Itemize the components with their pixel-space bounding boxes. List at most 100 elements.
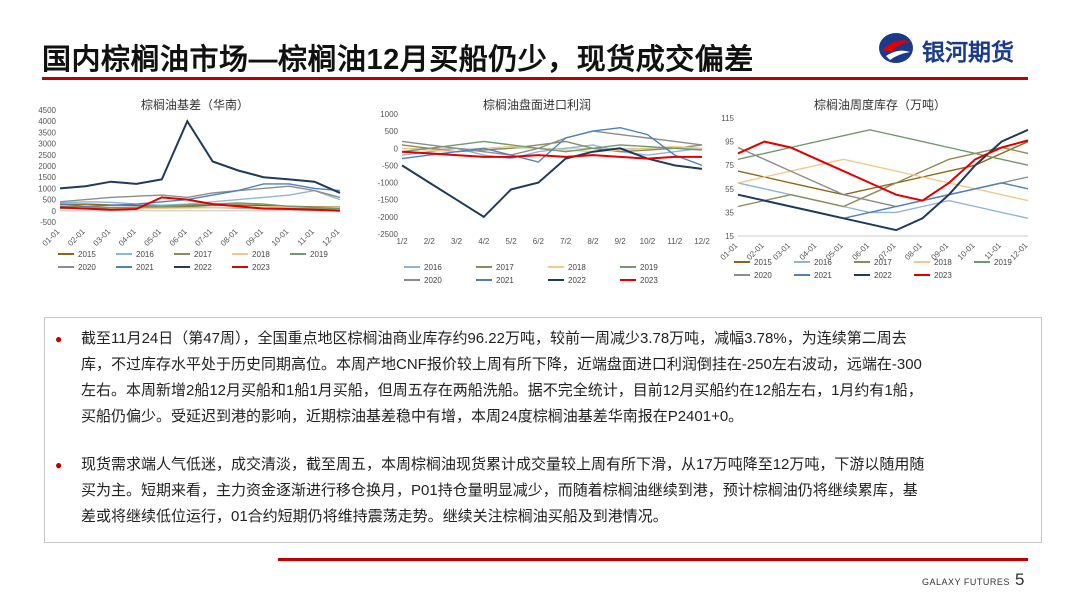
legend-label: 2023 — [252, 263, 270, 272]
para-1-line: 库，不过库存水平处于历史同期高位。本周产地CNF报价较上周有所下降，近端盘面进口… — [81, 356, 922, 373]
legend-label: 2021 — [814, 271, 832, 280]
legend-label: 2022 — [194, 263, 212, 272]
legend-label: 2020 — [424, 276, 442, 285]
x-tick-label: 04-01 — [117, 227, 138, 248]
para-1-line: 左右。本周新增2船12月买船和1船1月买船，但周五存在两船洗船。据不完全统计，目… — [81, 382, 923, 399]
x-tick-label: 01-01 — [719, 241, 740, 262]
chart-3-title: 棕榈油周度库存（万吨） — [813, 98, 946, 112]
x-tick-label: 12/2 — [694, 237, 710, 246]
x-tick-label: 11/2 — [667, 237, 683, 246]
y-tick-label: 55 — [725, 185, 734, 194]
y-tick-label: -500 — [382, 161, 399, 170]
y-tick-label: 2000 — [38, 162, 56, 171]
x-tick-label: 2/2 — [424, 237, 436, 246]
para-1-line: 买船仍偏少。受延迟到港的影响，近期棕油基差稳中有增，本周24度棕榈油基差华南报在… — [81, 408, 744, 425]
x-tick-label: 3/2 — [451, 237, 463, 246]
y-tick-label: 3500 — [38, 128, 56, 137]
series-line-2019 — [59, 202, 341, 210]
x-tick-label: 5/2 — [506, 237, 518, 246]
y-tick-label: 115 — [721, 114, 734, 123]
legend-label: 2015 — [78, 250, 96, 259]
para-2-line: 差或将继续低位运行，01合约短期仍将维持震荡走势。继续关注棕榈油买船及到港情况。 — [81, 508, 668, 525]
x-tick-label: 08-01 — [903, 241, 924, 262]
y-tick-label: 500 — [43, 196, 57, 205]
legend-label: 2021 — [496, 276, 514, 285]
series-line-2020 — [59, 185, 341, 203]
legend-label: 2023 — [934, 271, 952, 280]
x-tick-label: 10-01 — [270, 227, 291, 248]
x-tick-label: 7/2 — [560, 237, 572, 246]
paragraph-1: 截至11月24日（第47周），全国重点地区棕榈油商业库存约96.22万吨，较前一… — [81, 326, 1031, 430]
x-tick-label: 11-01 — [296, 227, 317, 248]
series-line-2023 — [737, 139, 1029, 202]
chart-basis-south-china: 4500 4000 3500 3000 2500 2000 1500 1000 500 0 -500… — [38, 106, 342, 272]
legend-label: 2019 — [994, 258, 1012, 267]
legend-label: 2018 — [252, 250, 270, 259]
legend-label: 2021 — [136, 263, 154, 272]
x-tick-label: 08-01 — [219, 227, 240, 248]
x-tick-label: 09-01 — [244, 227, 265, 248]
x-tick-label: 1/2 — [396, 237, 408, 246]
series-line-2015 — [737, 140, 1029, 196]
y-tick-label: 15 — [725, 232, 734, 241]
bullet-1-icon: ● — [55, 332, 63, 346]
x-tick-label: 4/2 — [478, 237, 490, 246]
legend-label: 2016 — [136, 250, 154, 259]
title-divider — [42, 77, 1028, 80]
x-tick-label: 05-01 — [142, 227, 163, 248]
paragraph-2: 现货需求端人气低迷，成交清淡，截至周五，本周棕榈油现货累计成交量较上周有所下滑，… — [81, 452, 1031, 530]
y-tick-label: 2500 — [38, 151, 56, 160]
x-tick-label: 6/2 — [533, 237, 545, 246]
series-line-2022 — [59, 119, 341, 194]
y-tick-label: -1500 — [378, 196, 399, 205]
y-tick-label: -500 — [40, 218, 57, 227]
y-tick-label: 500 — [385, 127, 399, 136]
y-tick-label: 1000 — [38, 184, 56, 193]
legend-label: 2022 — [874, 271, 892, 280]
x-tick-label: 03-01 — [771, 241, 792, 262]
legend-label: 2018 — [568, 263, 586, 272]
y-tick-label: -1000 — [378, 179, 399, 188]
y-tick-label: -2000 — [378, 213, 399, 222]
x-tick-label: 9/2 — [615, 237, 627, 246]
legend-label: 2016 — [424, 263, 442, 272]
series-line-2022 — [737, 128, 1029, 232]
legend-label: 2015 — [754, 258, 772, 267]
y-tick-label: 35 — [725, 208, 734, 217]
x-tick-label: 06-01 — [168, 227, 189, 248]
x-tick-label: 03-01 — [91, 227, 112, 248]
x-tick-label: 8/2 — [587, 237, 599, 246]
legend-label: 2016 — [814, 258, 832, 267]
series-line-2023 — [59, 196, 341, 212]
legend-label: 2020 — [78, 263, 96, 272]
legend-label: 2022 — [568, 276, 586, 285]
logo-text: 银河期货 — [922, 39, 1014, 65]
para-2-line: 买为主。短期来看，主力资金逐渐进行移仓换月，P01持仓量明显减少，而随着棕榈油继… — [81, 482, 918, 499]
legend-label: 2019 — [310, 250, 328, 259]
series-line-2016 — [59, 189, 341, 206]
page-number: 5 — [1015, 570, 1025, 589]
series-line-2021 — [59, 183, 341, 208]
legend-label: 2023 — [640, 276, 658, 285]
x-tick-label: 02-01 — [66, 227, 87, 248]
galaxy-logo-icon — [879, 33, 913, 63]
chart-1-title: 棕榈油基差（华南） — [140, 98, 249, 112]
bullet-2-icon: ● — [55, 458, 63, 472]
legend-label: 2017 — [496, 263, 514, 272]
y-tick-label: 0 — [52, 207, 57, 216]
y-tick-label: 4000 — [38, 117, 56, 126]
legend-label: 2017 — [874, 258, 892, 267]
para-1-line: 截至11月24日（第47周），全国重点地区棕榈油商业库存约96.22万吨，较前一… — [81, 330, 907, 347]
commentary-box: ● 截至11月24日（第47周），全国重点地区棕榈油商业库存约96.22万吨，较… — [44, 317, 1042, 543]
x-tick-label: 10/2 — [640, 237, 656, 246]
legend-label: 2017 — [194, 250, 212, 259]
para-2-line: 现货需求端人气低迷，成交清淡，截至周五，本周棕榈油现货累计成交量较上周有所下滑，… — [81, 456, 925, 473]
legend-label: 2019 — [640, 263, 658, 272]
x-tick-label: 12-01 — [321, 227, 342, 248]
y-tick-label: 0 — [394, 144, 399, 153]
series-line-2018 — [737, 158, 1029, 202]
y-tick-label: 75 — [725, 161, 734, 170]
series-line-2022 — [401, 147, 703, 219]
